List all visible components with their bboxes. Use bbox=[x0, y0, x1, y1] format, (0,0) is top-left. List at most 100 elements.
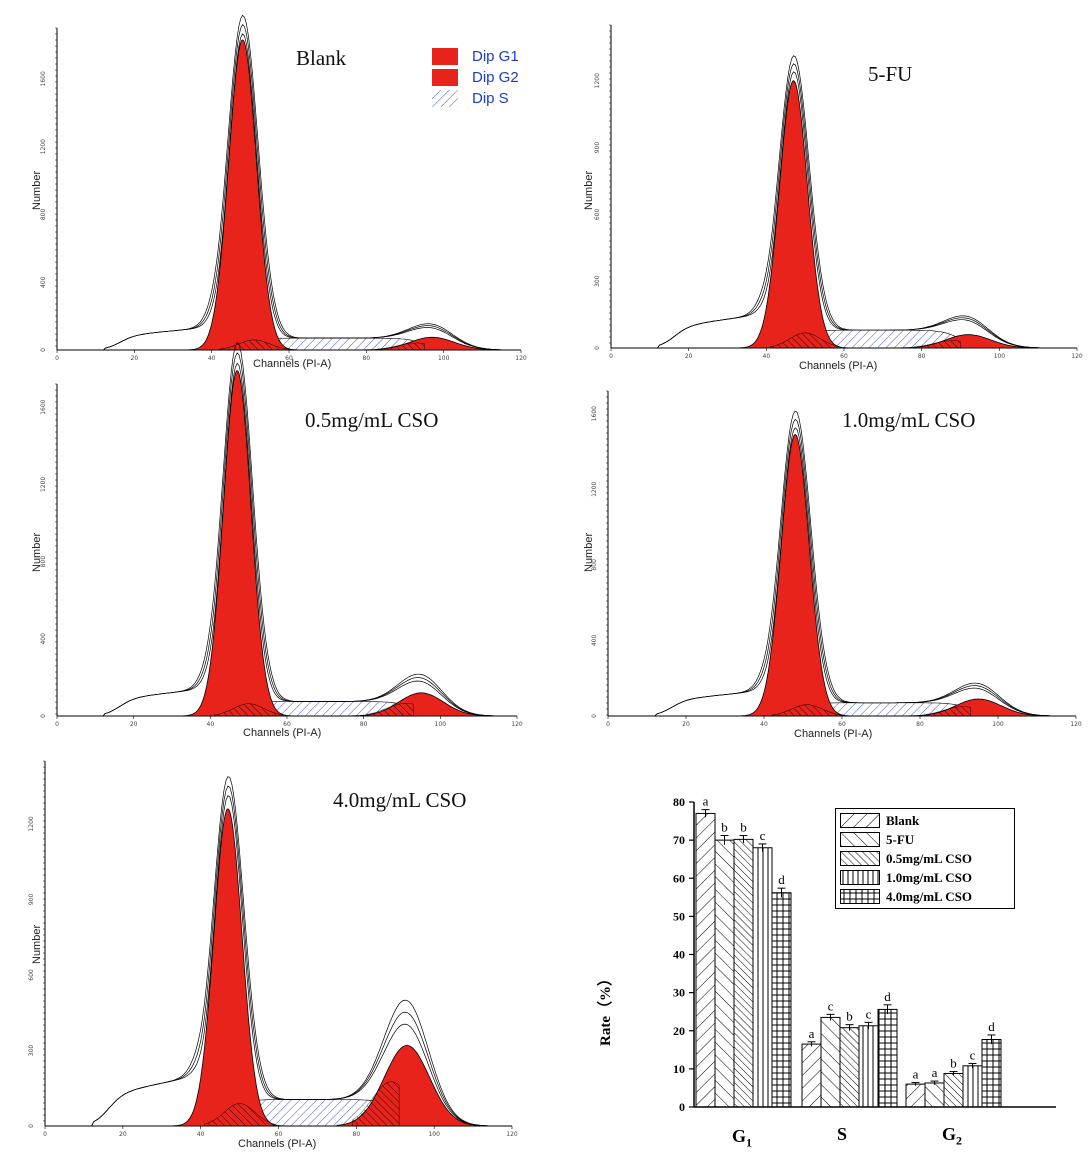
bar bbox=[801, 1043, 822, 1108]
g1-shoulder bbox=[771, 704, 843, 717]
bar-legend-item: 5-FU bbox=[840, 830, 1010, 849]
legend-label: Dip S bbox=[472, 90, 509, 107]
x-tick-label: 120 bbox=[506, 1131, 518, 1138]
envelope-curve bbox=[647, 418, 1069, 717]
bar-y-tick-label: 40 bbox=[673, 948, 685, 962]
significance-label: d bbox=[988, 1019, 995, 1034]
x-tick-label: 20 bbox=[131, 355, 139, 362]
x-axis-label: Channels (PI-A) bbox=[794, 728, 873, 740]
y-axis-label: Number bbox=[583, 532, 595, 572]
envelope-curve bbox=[649, 63, 1070, 349]
bar-y-tick-label: 20 bbox=[673, 1024, 685, 1038]
y-tick-label: 1200 bbox=[40, 139, 47, 154]
legend-swatch-hatch bbox=[432, 90, 458, 107]
significance-label: b bbox=[846, 1009, 853, 1024]
panel-title: 1.0mg/mL CSO bbox=[842, 408, 976, 432]
g1-shoulder bbox=[219, 339, 290, 351]
g2-shoulder bbox=[367, 703, 414, 717]
histogram-panel-5fu: 0 20 40 60 80 100 120 0 300 600 900 1200 5-FU Chann… bbox=[546, 0, 1092, 376]
x-tick-label: 20 bbox=[130, 721, 138, 728]
g1-peak bbox=[738, 80, 849, 349]
x-tick-label: 60 bbox=[285, 355, 293, 362]
y-tick-label: 600 bbox=[28, 969, 35, 981]
bar-y-tick-label: 30 bbox=[673, 986, 685, 1000]
x-tick-label: 120 bbox=[515, 355, 527, 362]
y-tick-label: 800 bbox=[40, 209, 47, 221]
y-axis-label: Number bbox=[31, 532, 43, 572]
g1-peak bbox=[187, 39, 298, 351]
legend-label: Dip G1 bbox=[472, 48, 519, 65]
envelope-curve bbox=[649, 71, 1070, 349]
y-tick-label: 0 bbox=[40, 714, 47, 718]
g1-shoulder bbox=[204, 1103, 275, 1127]
x-tick-label: 80 bbox=[353, 1131, 361, 1138]
bar bbox=[962, 1065, 983, 1108]
x-tick-label: 60 bbox=[283, 721, 291, 728]
bar-legend-label: 4.0mg/mL CSO bbox=[886, 888, 972, 904]
bar bbox=[924, 1082, 945, 1108]
x-tick-label: 80 bbox=[363, 355, 371, 362]
x-axis-label: Channels (PI-A) bbox=[253, 358, 332, 370]
bar-legend-item: 0.5mg/mL CSO bbox=[840, 849, 1010, 868]
histogram-panel-blank: 0 20 40 60 80 100 120 0 400 800 1200 1600 Blank Cha… bbox=[0, 0, 546, 376]
y-tick-label: 1200 bbox=[28, 816, 35, 831]
y-axis-label: Number bbox=[31, 170, 43, 210]
significance-label: a bbox=[932, 1065, 938, 1080]
panel-title: 5-FU bbox=[868, 62, 913, 86]
x-tick-label: 100 bbox=[992, 721, 1004, 728]
y-tick-label: 1600 bbox=[40, 399, 47, 414]
x-tick-label: 80 bbox=[916, 721, 924, 728]
category-label-s: S bbox=[837, 1124, 848, 1144]
x-axis-label: Channels (PI-A) bbox=[243, 727, 322, 739]
bar-y-tick-label: 0 bbox=[679, 1100, 685, 1114]
x-tick-label: 40 bbox=[760, 721, 768, 728]
x-tick-label: 40 bbox=[207, 721, 215, 728]
g2-shoulder bbox=[913, 340, 961, 349]
y-tick-label: 0 bbox=[594, 346, 601, 350]
x-tick-label: 40 bbox=[208, 355, 216, 362]
x-tick-label: 0 bbox=[609, 353, 613, 360]
bar bbox=[877, 1008, 898, 1108]
bar-legend-label: 0.5mg/mL CSO bbox=[886, 850, 972, 866]
bar-legend-item: Blank bbox=[840, 811, 1010, 830]
bar bbox=[752, 847, 773, 1108]
y-tick-label: 300 bbox=[594, 275, 601, 287]
envelope-curve bbox=[647, 410, 1069, 717]
bar bbox=[858, 1025, 879, 1108]
pattern-swatch-grid bbox=[840, 889, 880, 904]
g2-shoulder bbox=[923, 706, 971, 717]
x-axis-label: Channels (PI-A) bbox=[238, 1138, 317, 1150]
y-tick-label: 300 bbox=[28, 1045, 35, 1057]
g1-peak bbox=[183, 369, 292, 717]
pattern-swatch-diag-left bbox=[840, 832, 880, 847]
significance-label: b bbox=[740, 820, 747, 835]
y-axis-label: Number bbox=[583, 170, 595, 210]
x-tick-label: 0 bbox=[55, 355, 59, 362]
bar bbox=[981, 1039, 1002, 1108]
g1-shoulder bbox=[769, 332, 841, 349]
significance-label: a bbox=[913, 1067, 919, 1082]
bar bbox=[905, 1083, 926, 1108]
category-label-g2: G2 bbox=[942, 1124, 963, 1148]
y-tick-label: 600 bbox=[594, 208, 601, 220]
bar-y-tick-label: 10 bbox=[673, 1062, 685, 1076]
x-tick-label: 80 bbox=[360, 721, 368, 728]
x-tick-label: 60 bbox=[840, 353, 848, 360]
x-tick-label: 120 bbox=[1070, 721, 1082, 728]
bar bbox=[820, 1016, 841, 1108]
x-tick-label: 20 bbox=[119, 1131, 127, 1138]
phase-legend: Dip G1 Dip G2 Dip S bbox=[432, 46, 519, 109]
envelope-curve bbox=[83, 795, 505, 1127]
x-tick-label: 120 bbox=[1071, 353, 1083, 360]
histogram-panel-cso-4-0: 0 20 40 60 80 100 120 0 300 600 900 1200 4.0mg/mL C… bbox=[0, 746, 546, 1167]
bar bbox=[771, 892, 792, 1108]
significance-label: c bbox=[866, 1006, 872, 1021]
y-tick-label: 900 bbox=[28, 894, 35, 906]
g1-peak bbox=[740, 434, 851, 717]
g2-shoulder bbox=[377, 342, 425, 351]
y-tick-label: 400 bbox=[591, 635, 598, 647]
x-tick-label: 20 bbox=[685, 353, 693, 360]
